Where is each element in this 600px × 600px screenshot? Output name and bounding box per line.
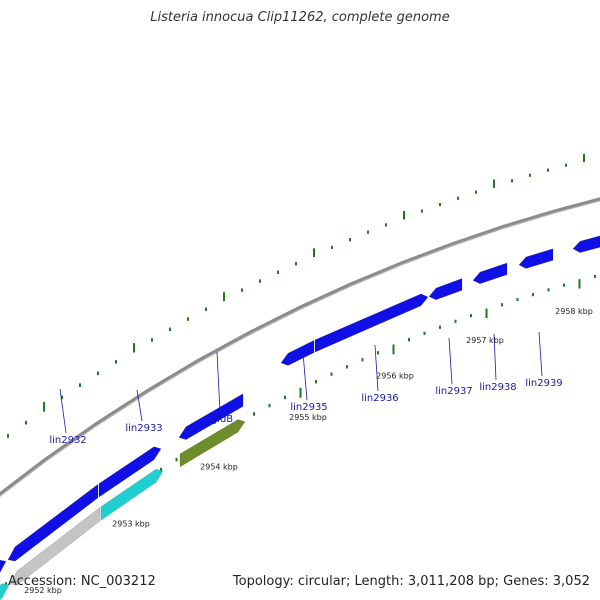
gene-leader-line (448, 337, 453, 385)
gene-feature (98, 446, 162, 498)
gene-feature (0, 559, 7, 573)
scale-label: 2954 kbp (200, 462, 238, 471)
gene-feature (280, 339, 315, 366)
scale-label: 2957 kbp (466, 336, 504, 345)
scale-label: 2952 kbp (24, 586, 62, 595)
gene-feature (0, 583, 10, 600)
gene-feature (179, 419, 246, 468)
gene-label[interactable]: lin2939 (525, 378, 562, 389)
scale-label: 2958 kbp (555, 307, 593, 316)
genome-backbone-highlight (0, 200, 600, 497)
gene-label[interactable]: lin2935 (290, 402, 327, 413)
scale-label: 2956 kbp (376, 372, 414, 381)
gene-label[interactable]: gidB (211, 414, 233, 425)
gene-label[interactable]: lin2938 (479, 382, 516, 393)
gene-leader-line (493, 333, 497, 381)
genome-backbone (0, 197, 600, 497)
gene-feature (7, 483, 99, 562)
gene-leader-line (59, 388, 67, 434)
accession-label: Accession: NC_003212 (8, 574, 156, 589)
genome-summary: Topology: circular; Length: 3,011,208 bp… (232, 574, 590, 589)
gene-feature (314, 293, 429, 353)
gene-label[interactable]: lin2933 (125, 423, 162, 434)
gene-feature (178, 393, 244, 440)
gene-feature (428, 278, 463, 301)
gene-label[interactable]: lin2936 (361, 393, 398, 404)
gene-feature (518, 248, 554, 269)
gene-feature (9, 506, 101, 586)
gene-label[interactable]: lin2937 (435, 386, 472, 397)
gene-leader-line (136, 389, 143, 422)
gene-leader-line (302, 352, 308, 401)
gene-feature (572, 235, 600, 253)
gene-feature (100, 468, 164, 521)
scale-label: 2953 kbp (112, 519, 150, 528)
scale-label: 2955 kbp (289, 413, 327, 422)
gene-leader-line (216, 351, 221, 413)
gene-leader-line (538, 331, 543, 377)
gene-label[interactable]: lin2932 (49, 435, 86, 446)
gene-leader-line (374, 344, 379, 392)
gene-feature (472, 262, 508, 285)
map-title: Listeria innocua Clip11262, complete gen… (150, 10, 450, 25)
